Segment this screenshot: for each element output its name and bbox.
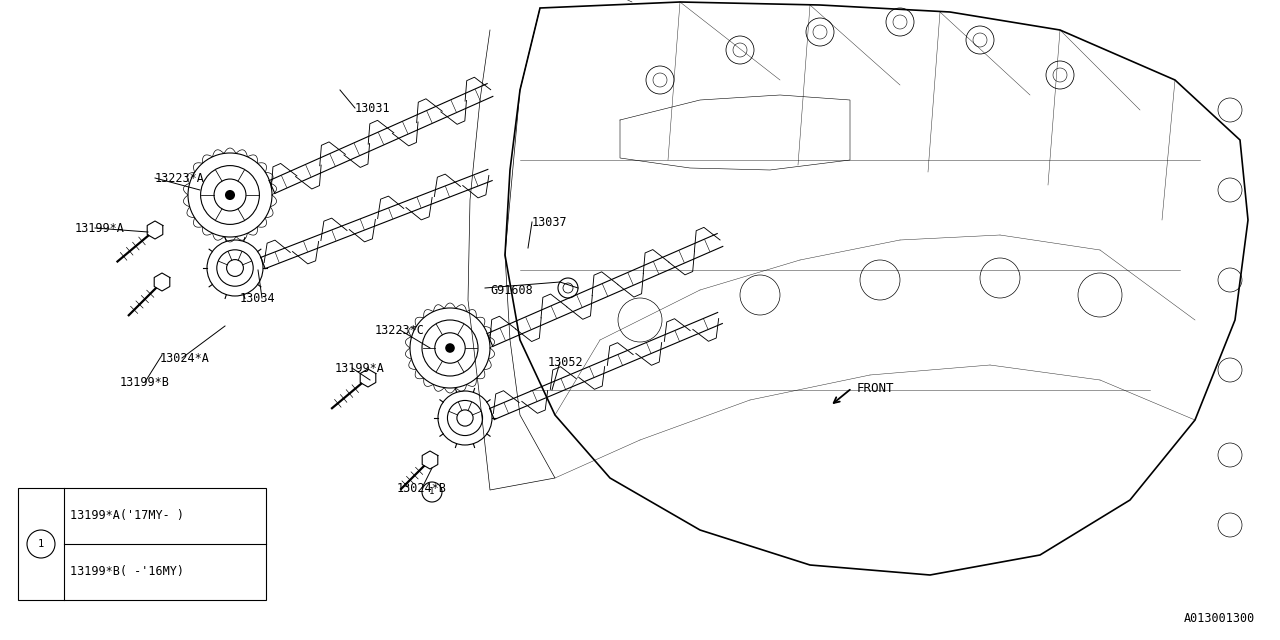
Text: 13037: 13037 (532, 216, 567, 228)
Text: 1: 1 (38, 539, 44, 549)
Text: FRONT: FRONT (858, 381, 895, 394)
Text: 13052: 13052 (548, 355, 584, 369)
Text: 13024*B: 13024*B (397, 481, 447, 495)
Text: 13223*C: 13223*C (375, 323, 425, 337)
Text: 13031: 13031 (355, 102, 390, 115)
Text: A013001300: A013001300 (1184, 611, 1254, 625)
Text: 13199*A: 13199*A (76, 221, 125, 234)
Circle shape (445, 343, 454, 353)
Text: 13034: 13034 (241, 291, 275, 305)
Text: 13199*A('17MY- ): 13199*A('17MY- ) (70, 509, 184, 522)
Text: 13199*A: 13199*A (335, 362, 385, 374)
Text: 13199*B: 13199*B (120, 376, 170, 388)
Text: 13223*A: 13223*A (155, 172, 205, 184)
Text: 13024*A: 13024*A (160, 351, 210, 365)
Text: G91608: G91608 (490, 284, 532, 296)
Bar (18, 488, 266, 600)
Circle shape (225, 190, 236, 200)
Text: 1: 1 (429, 488, 435, 497)
Text: 13199*B( -'16MY): 13199*B( -'16MY) (70, 566, 184, 579)
